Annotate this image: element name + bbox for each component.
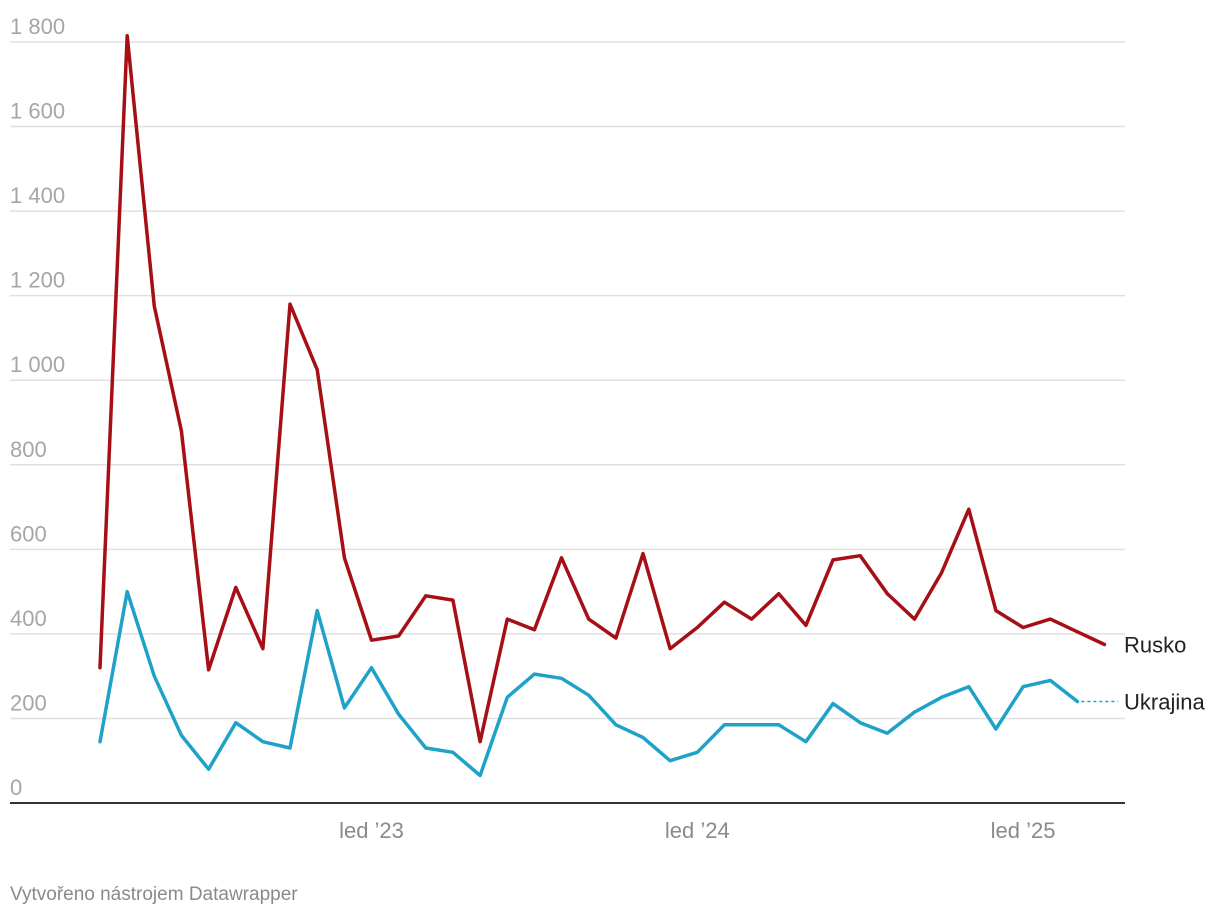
- y-tick-label: 1 400: [10, 183, 65, 208]
- y-tick-label: 400: [10, 606, 47, 631]
- series-labels: Rusko Ukrajina: [1081, 632, 1205, 715]
- y-tick-label: 1 800: [10, 14, 65, 39]
- x-tick-label: led ’24: [665, 818, 730, 843]
- y-axis-ticks: 0 200 400 600 800 1 000 1 200 1 400 1 600 1 800: [10, 14, 65, 800]
- series-line-ukrajina: [98, 589, 1080, 778]
- y-tick-label: 1 200: [10, 268, 65, 293]
- y-tick-label: 1 000: [10, 352, 65, 377]
- y-tick-label: 0: [10, 775, 22, 800]
- series-line-rusko: [98, 33, 1107, 744]
- x-tick-label: led ’23: [339, 818, 404, 843]
- series-label-rusko: Rusko: [1124, 632, 1186, 657]
- y-tick-label: 800: [10, 437, 47, 462]
- y-tick-label: 1 600: [10, 99, 65, 124]
- x-axis-ticks: led ’23 led ’24 led ’25: [339, 818, 1055, 843]
- credit-footer: Vytvořeno nástrojem Datawrapper: [10, 884, 298, 905]
- grid-lines: [10, 41, 1125, 720]
- line-chart: 0 200 400 600 800 1 000 1 200 1 400 1 600 1 800 l…: [10, 14, 1205, 843]
- x-tick-label: led ’25: [991, 818, 1056, 843]
- y-tick-label: 600: [10, 521, 47, 546]
- series-lines: [98, 33, 1107, 778]
- y-tick-label: 200: [10, 690, 47, 715]
- series-label-ukrajina: Ukrajina: [1124, 690, 1205, 715]
